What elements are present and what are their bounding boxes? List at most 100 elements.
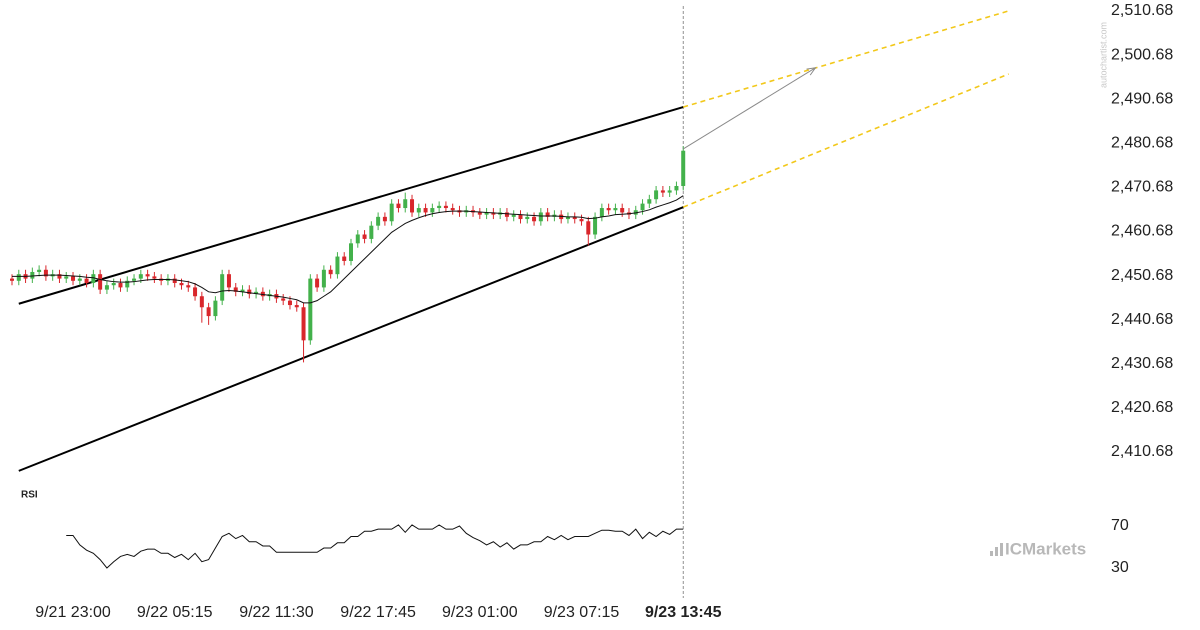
candle-body (389, 203, 394, 222)
candle-body (484, 212, 489, 215)
candle-body (186, 285, 191, 288)
candle-body (226, 274, 231, 288)
candle-body (504, 212, 509, 217)
brand-logo: ICMarkets (990, 539, 1086, 558)
candle-body (342, 256, 347, 261)
candle-body (606, 208, 611, 211)
candle-body (443, 205, 448, 209)
candle-body (667, 190, 672, 193)
candle-body (647, 199, 652, 204)
candle-body (30, 271, 35, 279)
candle-body (328, 269, 333, 275)
y-tick-label: 2,490.68 (1111, 90, 1173, 107)
candle-body (613, 208, 618, 211)
candle-body (57, 274, 62, 279)
logo-bar (995, 547, 998, 556)
candle-body (335, 256, 340, 275)
candle-body (355, 234, 360, 244)
candle-body (145, 274, 150, 277)
candle-body (620, 208, 625, 213)
candle-body (681, 150, 686, 186)
y-tick-label: 2,510.68 (1111, 2, 1173, 19)
rsi-tick-label: 70 (1111, 517, 1129, 534)
candle-body (98, 274, 103, 290)
x-tick-label: 9/22 17:45 (340, 604, 416, 621)
candle-body (37, 269, 42, 272)
brand-name: ICMarkets (1005, 539, 1086, 558)
candle-body (321, 269, 326, 288)
candle-body (213, 300, 218, 317)
rsi-label: RSI (21, 490, 38, 501)
candle-body (132, 278, 137, 281)
x-tick-label: 9/22 11:30 (239, 604, 314, 621)
candle-body (64, 276, 69, 279)
candle-body (599, 208, 604, 217)
candle-body (410, 199, 415, 213)
candle-body (71, 276, 76, 281)
candle-body (104, 285, 109, 290)
candle-body (10, 278, 14, 281)
candle-body (532, 216, 537, 222)
candle-body (287, 300, 292, 306)
candle-body (349, 243, 353, 261)
candle-body (118, 283, 123, 288)
candle-body (138, 274, 143, 279)
projection-line (682, 73, 1009, 208)
candle-body (593, 216, 598, 235)
candle-body (525, 216, 530, 220)
projection-line (682, 10, 1009, 108)
arrow-head (806, 67, 817, 76)
candle-body (362, 234, 367, 239)
candle-body (193, 287, 198, 297)
candle-body (294, 305, 299, 308)
candle-body (396, 203, 401, 209)
candle-body (430, 208, 435, 213)
candle-body (254, 291, 259, 295)
candle-body (179, 283, 184, 286)
candle-body (572, 216, 577, 220)
candle-body (91, 274, 96, 284)
forecast-arrow (682, 67, 816, 150)
y-tick-label: 2,460.68 (1111, 223, 1173, 240)
candle-body (125, 280, 130, 288)
logo-bar (1000, 543, 1003, 556)
candle-body (281, 298, 286, 301)
candle-body (403, 199, 408, 209)
y-tick-label: 2,470.68 (1111, 179, 1173, 196)
candle-body (511, 214, 516, 217)
rsi-tick-label: 30 (1111, 559, 1129, 576)
candle-body (437, 205, 442, 209)
candle-body (538, 212, 543, 222)
x-tick-label: 9/23 07:15 (544, 604, 620, 621)
moving-average (12, 195, 684, 304)
candle-body (477, 212, 482, 215)
y-tick-label: 2,480.68 (1111, 135, 1173, 152)
trend-line (18, 106, 684, 305)
candle-body (660, 190, 665, 193)
candle-body (247, 289, 252, 295)
trend-line (18, 206, 684, 472)
candle-body (301, 307, 306, 341)
candle-body (43, 269, 48, 277)
candle-body (518, 214, 523, 220)
candle-body (376, 216, 381, 226)
y-tick-label: 2,420.68 (1111, 399, 1173, 416)
candle-body (382, 216, 387, 222)
candle-body (586, 221, 591, 235)
candle-body (240, 289, 245, 292)
candle-body (450, 208, 455, 211)
candle-body (308, 278, 313, 341)
candle-body (152, 276, 157, 279)
y-tick-label: 2,450.68 (1111, 267, 1173, 284)
candle-body (220, 274, 225, 301)
x-tick-label: 9/21 23:00 (35, 604, 111, 621)
candle-body (416, 208, 421, 213)
x-tick-label: 9/23 01:00 (442, 604, 518, 621)
candle-body (111, 283, 116, 286)
candle-body (172, 278, 177, 284)
candle-body (640, 203, 645, 211)
y-tick-label: 2,500.68 (1111, 46, 1173, 63)
y-tick-label: 2,440.68 (1111, 311, 1173, 328)
x-tick-label: 9/22 05:15 (137, 604, 213, 621)
